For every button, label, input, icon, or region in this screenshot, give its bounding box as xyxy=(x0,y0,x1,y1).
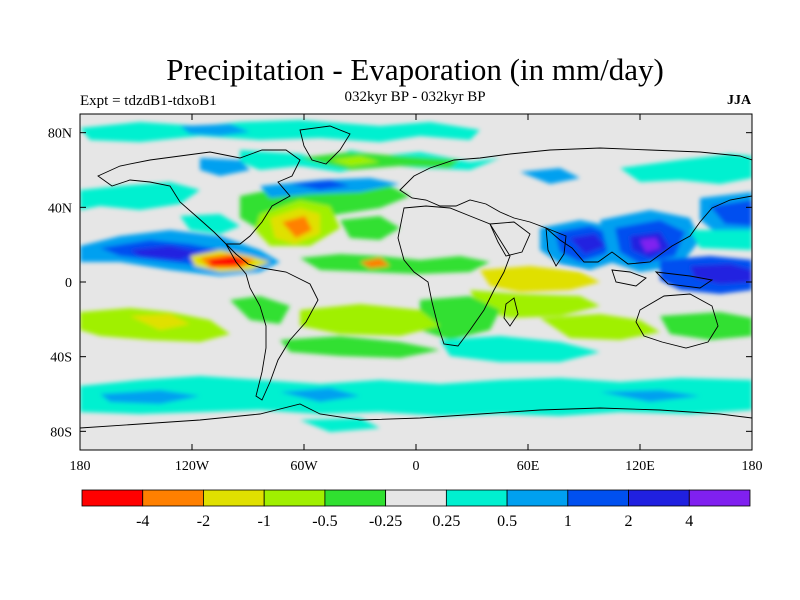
colorbar-swatch xyxy=(506,489,569,507)
period-label: 032kyr BP - 032kyr BP xyxy=(344,89,486,105)
colorbar-swatch xyxy=(385,489,447,507)
coastlines xyxy=(80,125,752,429)
lon-tick-label: 60W xyxy=(290,459,318,474)
precipitation-field xyxy=(80,120,752,432)
colorbar-label: 0.25 xyxy=(432,513,460,530)
lon-tick-label: 180 xyxy=(70,459,91,474)
lat-tick-label: 0 xyxy=(65,276,72,291)
lat-tick-label: 80S xyxy=(50,425,72,440)
page-title: Precipitation - Evaporation (in mm/day) xyxy=(166,52,664,87)
lat-tick-label: 80N xyxy=(48,127,72,142)
colorbar-swatch xyxy=(263,489,326,507)
colorbar-label: 0.5 xyxy=(497,513,517,530)
colorbar-swatch xyxy=(203,489,265,507)
lat-tick-label: 40N xyxy=(48,201,72,216)
colorbar-swatch xyxy=(445,489,508,507)
latitude-axis: 80N 40N 0 40S 80S xyxy=(48,127,752,440)
longitude-axis: 180 120W 60W 0 60E 120E 180 xyxy=(70,114,763,474)
lon-tick-label: 180 xyxy=(742,459,763,474)
lat-tick-label: 40S xyxy=(50,351,72,366)
colorbar-label: -0.5 xyxy=(312,513,337,530)
colorbar-label: 4 xyxy=(685,513,693,530)
colorbar-label: 2 xyxy=(625,513,633,530)
lon-tick-label: 120E xyxy=(625,459,655,474)
colorbar-swatch xyxy=(628,489,690,507)
experiment-label: Expt = tdzdB1-tdxoB1 xyxy=(80,93,217,109)
colorbar-label: -2 xyxy=(197,513,210,530)
colorbar: -4 -2 -1 -0.5 -0.25 0.25 0.5 1 2 4 xyxy=(81,489,751,530)
colorbar-label: -4 xyxy=(136,513,149,530)
lon-tick-label: 0 xyxy=(413,459,420,474)
colorbar-swatch xyxy=(567,489,629,507)
colorbar-swatch xyxy=(324,489,387,507)
colorbar-label: -1 xyxy=(258,513,271,530)
colorbar-swatch xyxy=(688,489,751,507)
lon-tick-label: 120W xyxy=(175,459,210,474)
colorbar-swatch xyxy=(81,489,144,507)
season-label: JJA xyxy=(727,93,752,108)
lon-tick-label: 60E xyxy=(517,459,540,474)
colorbar-swatch xyxy=(142,489,204,507)
colorbar-label: 1 xyxy=(564,513,572,530)
colorbar-label: -0.25 xyxy=(369,513,402,530)
